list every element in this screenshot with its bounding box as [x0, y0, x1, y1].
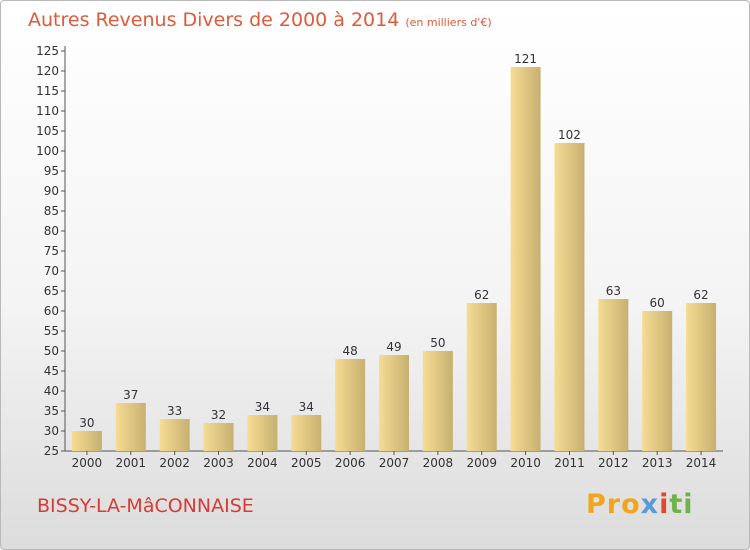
- x-tick-label: 2003: [203, 456, 234, 470]
- logo-part: i: [659, 489, 670, 520]
- logo-part: Pro: [586, 489, 641, 520]
- data-label: 37: [123, 388, 138, 402]
- y-tick-label: 105: [36, 124, 59, 138]
- bar: [466, 303, 497, 451]
- data-label: 62: [693, 288, 708, 302]
- x-tick-label: 2012: [598, 456, 629, 470]
- bar: [203, 423, 234, 451]
- bar: [71, 431, 102, 451]
- x-tick-label: 2011: [554, 456, 585, 470]
- y-tick-label: 95: [44, 164, 59, 178]
- chart-title-text: Autres Revenus Divers de 2000 à 2014: [28, 9, 400, 31]
- data-label: 49: [386, 340, 401, 354]
- chart-subtitle: (en milliers d'€): [405, 16, 492, 29]
- x-tick-label: 2010: [510, 456, 541, 470]
- x-tick-label: 2009: [466, 456, 497, 470]
- data-label: 62: [474, 288, 489, 302]
- x-tick-label: 2005: [291, 456, 322, 470]
- bar: [686, 303, 717, 451]
- bar: [159, 419, 190, 451]
- data-label: 63: [606, 284, 621, 298]
- logo-part: x: [640, 489, 660, 520]
- x-tick-label: 2002: [159, 456, 190, 470]
- proxiti-logo: Proxiti: [586, 489, 694, 520]
- data-label: 48: [342, 344, 357, 358]
- y-tick-label: 55: [44, 324, 59, 338]
- bar: [379, 355, 409, 451]
- y-tick-label: 115: [36, 84, 59, 98]
- data-label: 30: [79, 416, 94, 430]
- x-tick-label: 2013: [642, 456, 673, 470]
- data-label: 102: [558, 128, 581, 142]
- bar: [422, 351, 453, 451]
- y-tick-label: 30: [44, 424, 59, 438]
- x-tick-label: 2001: [116, 456, 147, 470]
- x-tick-label: 2007: [379, 456, 410, 470]
- x-tick-label: 2004: [247, 456, 278, 470]
- logo-part: ti: [669, 489, 694, 520]
- y-tick-label: 125: [36, 44, 59, 58]
- y-tick-label: 35: [44, 404, 59, 418]
- bar: [291, 415, 322, 451]
- data-label: 121: [514, 52, 537, 66]
- y-tick-label: 85: [44, 204, 59, 218]
- bar: [510, 67, 541, 451]
- y-tick-label: 75: [44, 244, 59, 258]
- x-tick-label: 2006: [335, 456, 366, 470]
- town-name: BISSY-LA-MâCONNAISE: [37, 495, 254, 517]
- data-label: 60: [650, 296, 665, 310]
- x-tick-label: 2014: [686, 456, 717, 470]
- y-tick-label: 50: [44, 344, 59, 358]
- y-tick-label: 60: [44, 304, 59, 318]
- y-tick-label: 45: [44, 364, 59, 378]
- y-tick-label: 110: [36, 104, 59, 118]
- bar: [115, 403, 146, 451]
- y-tick-label: 70: [44, 264, 59, 278]
- y-tick-label: 100: [36, 144, 59, 158]
- y-tick-label: 120: [36, 64, 59, 78]
- chart-title: Autres Revenus Divers de 2000 à 2014 (en …: [28, 9, 492, 31]
- data-label: 34: [299, 400, 314, 414]
- bar: [247, 415, 278, 451]
- bar: [554, 143, 585, 451]
- y-tick-label: 40: [44, 384, 59, 398]
- bar: [335, 359, 366, 451]
- data-label: 50: [430, 336, 445, 350]
- y-tick-label: 90: [44, 184, 59, 198]
- bar: [642, 311, 673, 451]
- y-tick-label: 80: [44, 224, 59, 238]
- y-tick-label: 65: [44, 284, 59, 298]
- x-tick-label: 2008: [423, 456, 454, 470]
- x-tick-label: 2000: [72, 456, 103, 470]
- y-tick-label: 25: [44, 444, 59, 458]
- data-label: 33: [167, 404, 182, 418]
- data-label: 34: [255, 400, 270, 414]
- bar: [598, 299, 629, 451]
- data-label: 32: [211, 408, 226, 422]
